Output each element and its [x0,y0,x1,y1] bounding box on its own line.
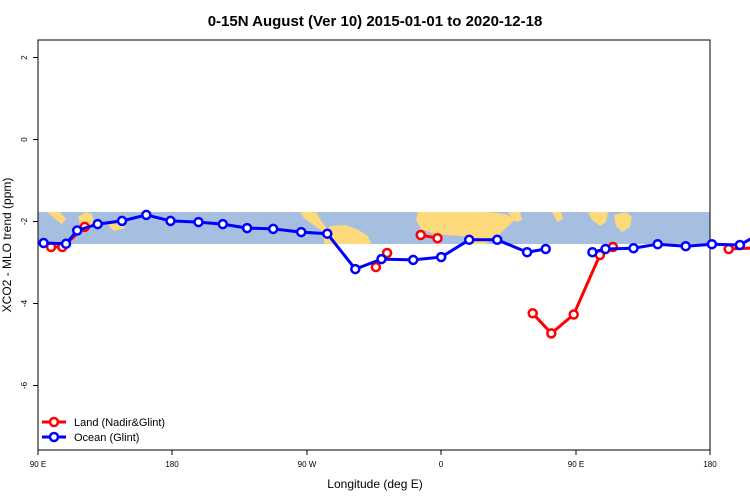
data-point [322,228,333,239]
land-africa [416,212,516,244]
y-tick-label: -4 [20,299,29,307]
data-point [38,237,49,249]
data-point [706,238,718,250]
x-axis-label: Longitude (deg E) [327,477,422,491]
data-point [193,216,204,228]
land-india [552,212,563,222]
data-point [521,246,533,258]
land-new-guinea [108,222,126,231]
legend-marker-land [48,416,60,428]
data-point [267,223,279,235]
data-point [568,309,579,320]
legend: Land (Nadir&Glint) Ocean (Glint) [42,416,165,444]
data-point [71,225,83,236]
data-point [92,218,103,230]
data-point [546,328,557,339]
data-point [491,234,503,246]
y-tick-label: 2 [20,55,29,60]
x-tick-label: 0 [439,460,444,469]
map-band [38,212,710,244]
data-point [587,246,598,258]
data-point [116,215,128,227]
series-layer [38,209,750,339]
legend-label-land: Land (Nadir&Glint) [74,417,165,429]
data-point [600,243,611,255]
chart-title: 0-15N August (Ver 10) 2015-01-01 to 2020… [208,13,543,30]
series-ocean [38,209,750,275]
legend-label-ocean: Ocean (Glint) [74,432,139,444]
land-arabia [508,212,522,222]
data-point [295,226,307,238]
data-point [141,209,152,221]
data-point [370,261,382,273]
legend-marker-ocean [48,431,60,443]
data-point [165,215,176,227]
land-masses [47,212,632,244]
land-south-america [322,225,371,244]
data-point [540,243,551,255]
data-point [527,308,538,319]
data-point [628,242,639,254]
data-point [734,239,746,251]
x-tick-label: 90 W [298,460,317,469]
data-point [415,229,426,241]
data-point [217,218,229,230]
y-tick-label: 0 [20,137,29,142]
data-point [381,247,393,259]
data-point [680,240,691,252]
data-point [463,234,475,246]
land-malay [614,212,632,232]
data-point [241,222,253,234]
x-tick-label: 180 [165,460,179,469]
x-tick-label: 90 E [30,460,46,469]
data-point [652,238,663,250]
y-axis: 2 0 -2 -4 -6 [20,55,38,389]
data-point [376,253,387,265]
x-axis: 90 E 180 90 W 0 90 E 180 [30,450,717,469]
data-point [350,263,361,275]
land-sumatra [47,212,66,224]
y-tick-label: -6 [20,381,29,389]
x-tick-label: 180 [703,460,717,469]
data-point [435,251,447,263]
data-point [60,238,72,250]
y-axis-label: XCO2 - MLO trend (ppm) [0,178,14,313]
series-line [592,237,750,254]
x-tick-label: 90 E [568,460,584,469]
y-tick-label: -2 [20,217,29,225]
land-central-america [300,212,327,231]
data-point [407,254,419,266]
land-indochina [588,212,608,226]
data-point [432,232,443,244]
